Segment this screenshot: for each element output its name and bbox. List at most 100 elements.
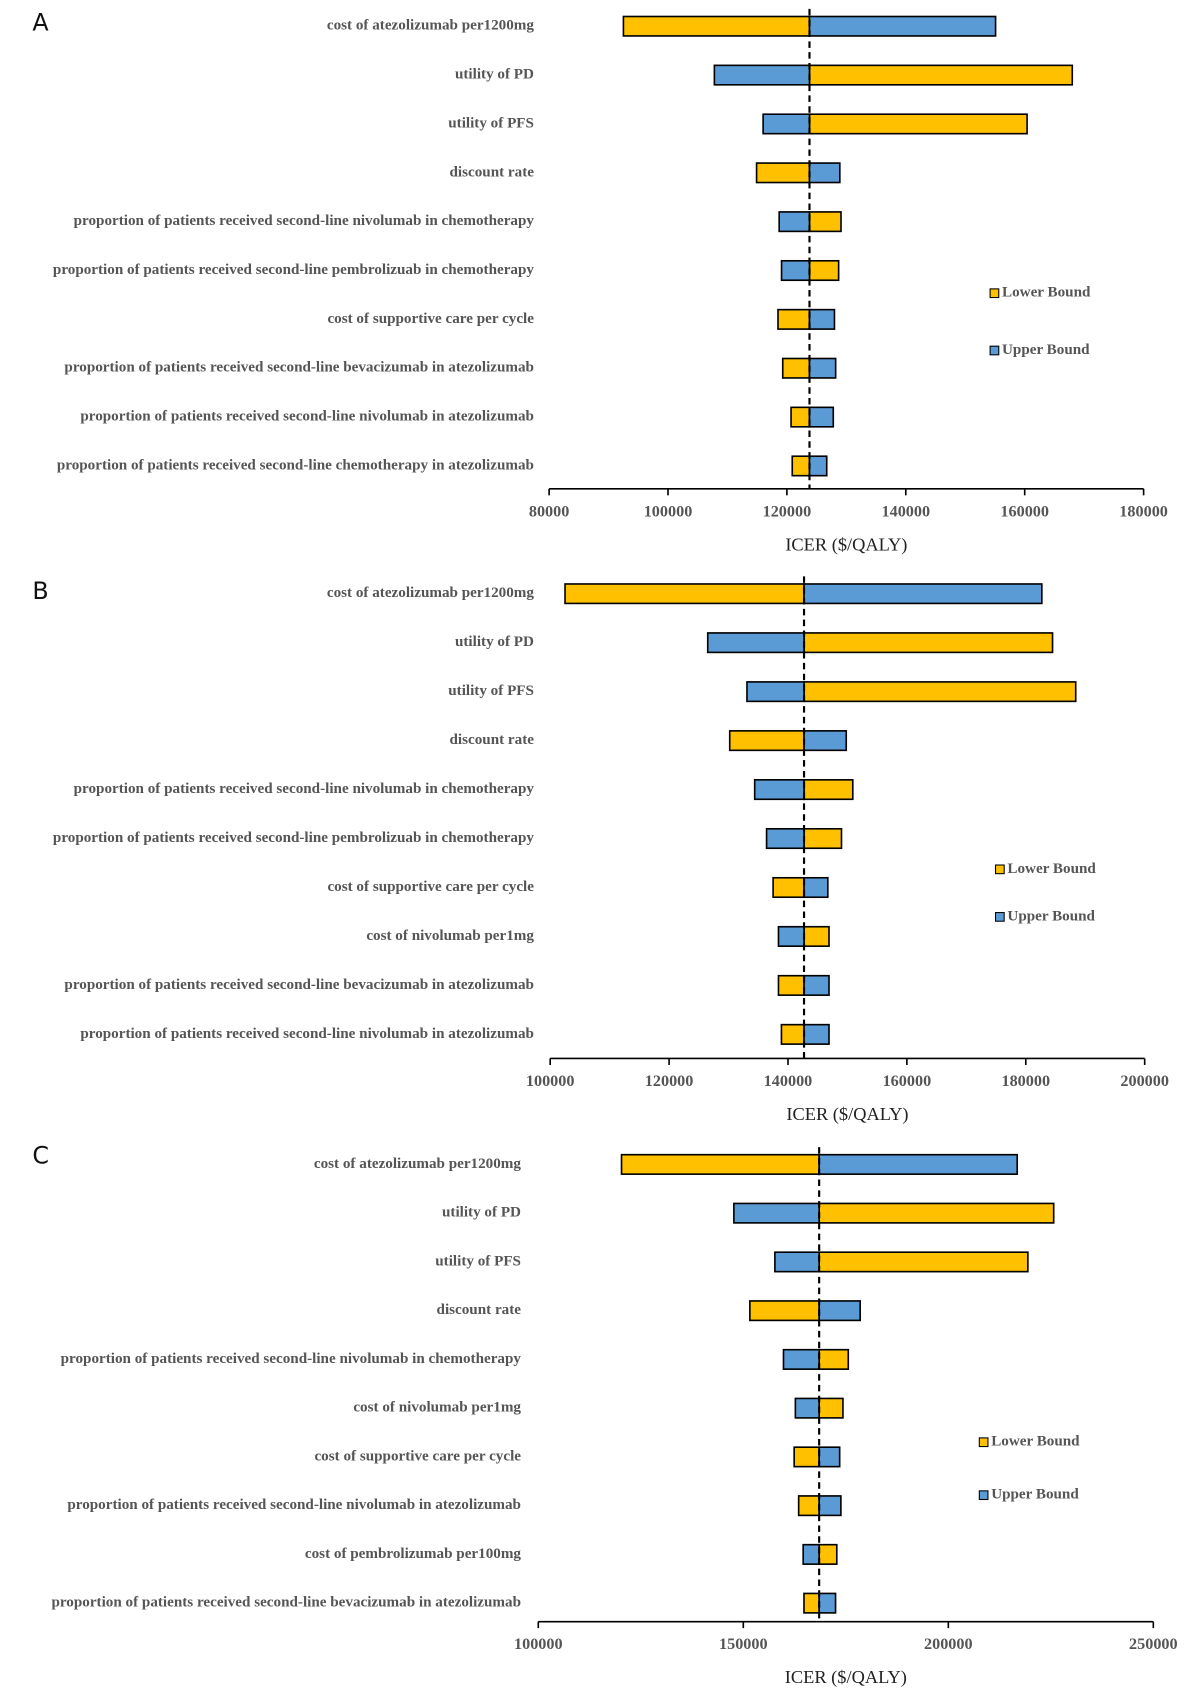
category-label: cost of supportive care per cycle xyxy=(314,1448,521,1464)
bar xyxy=(808,406,835,428)
bar xyxy=(818,1300,861,1322)
category-label: discount rate xyxy=(450,732,535,748)
category-label: cost of atezolizumab per1200mg xyxy=(327,585,535,601)
category-label: proportion of patients received second-l… xyxy=(64,977,534,993)
x-tick-label: 80000 xyxy=(529,502,570,520)
category-label: cost of atezolizumab per1200mg xyxy=(314,1156,522,1172)
legend-label: Upper Bound xyxy=(991,1487,1079,1503)
category-label: proportion of patients received second-l… xyxy=(80,409,534,425)
bar xyxy=(622,15,811,37)
bar xyxy=(818,1592,837,1614)
x-tick-label: 160000 xyxy=(1000,502,1049,520)
bar xyxy=(808,211,842,233)
category-label: cost of pembrolizumab per100mg xyxy=(305,1546,522,1562)
category-label: discount rate xyxy=(450,164,535,180)
legend-label: Lower Bound xyxy=(1007,861,1096,877)
bar xyxy=(818,1397,844,1419)
bar xyxy=(802,1543,820,1565)
x-tick-label: 180000 xyxy=(1119,502,1168,520)
bar xyxy=(749,1300,820,1322)
bar xyxy=(818,1153,1019,1175)
legend-swatch xyxy=(994,864,1005,875)
legend-label: Lower Bound xyxy=(991,1434,1080,1450)
category-label: discount rate xyxy=(437,1302,522,1318)
bar xyxy=(803,779,854,801)
bar xyxy=(808,455,828,477)
category-label: proportion of patients received second-l… xyxy=(53,262,534,278)
x-tick-label: 140000 xyxy=(764,1072,813,1090)
category-label: utility of PFS xyxy=(435,1253,521,1269)
bar xyxy=(780,1023,805,1045)
category-label: utility of PFS xyxy=(448,115,534,131)
bar xyxy=(808,64,1074,86)
x-tick-label: 100000 xyxy=(644,502,693,520)
bar xyxy=(808,357,837,379)
bar xyxy=(794,1397,820,1419)
bar xyxy=(733,1202,820,1224)
bar xyxy=(803,583,1043,605)
bar xyxy=(781,357,811,379)
panel-label: C xyxy=(32,1141,49,1169)
bar xyxy=(746,681,805,703)
bar xyxy=(808,162,841,184)
bar xyxy=(797,1495,820,1517)
bar xyxy=(564,583,805,605)
x-tick-label: 120000 xyxy=(763,502,812,520)
bar xyxy=(808,259,840,282)
category-label: utility of PD xyxy=(455,634,534,650)
bar xyxy=(808,308,836,330)
x-tick-label: 160000 xyxy=(883,1072,932,1090)
bar xyxy=(713,64,811,86)
bar xyxy=(803,1023,830,1045)
panel-label: A xyxy=(32,9,49,37)
category-label: proportion of patients received second-l… xyxy=(64,360,534,376)
bar xyxy=(818,1495,842,1517)
x-tick-label: 150000 xyxy=(719,1635,768,1653)
legend-swatch xyxy=(989,345,1000,356)
x-tick-label: 200000 xyxy=(1120,1072,1169,1090)
bar xyxy=(808,15,997,37)
bar xyxy=(790,406,811,428)
category-label: utility of PFS xyxy=(448,683,534,699)
bar xyxy=(791,455,811,477)
category-label: proportion of patients received second-l… xyxy=(74,781,535,797)
category-label: proportion of patients received second-l… xyxy=(53,830,534,846)
legend-swatch xyxy=(994,912,1005,922)
category-label: cost of nivolumab per1mg xyxy=(366,928,534,944)
legend-swatch xyxy=(989,288,1000,299)
bar xyxy=(706,632,805,654)
bar xyxy=(803,681,1077,703)
bar xyxy=(620,1153,820,1175)
bar xyxy=(803,730,848,752)
bar xyxy=(803,974,830,996)
bar xyxy=(777,974,805,996)
legend-swatch xyxy=(978,1437,989,1448)
category-label: utility of PD xyxy=(442,1205,521,1221)
bar xyxy=(780,259,811,282)
bar xyxy=(818,1202,1055,1224)
category-label: cost of nivolumab per1mg xyxy=(353,1400,521,1416)
bar xyxy=(803,1592,820,1614)
x-axis-label: ICER ($/QALY) xyxy=(786,1104,908,1125)
bar xyxy=(818,1446,841,1468)
legend-label: Upper Bound xyxy=(1007,908,1095,924)
bar xyxy=(778,211,811,233)
x-tick-label: 120000 xyxy=(645,1072,694,1090)
bar xyxy=(808,113,1028,135)
bar xyxy=(803,632,1054,654)
bar xyxy=(818,1543,838,1565)
x-tick-label: 200000 xyxy=(924,1635,973,1653)
bar xyxy=(774,1251,820,1273)
x-axis-label: ICER ($/QALY) xyxy=(785,1667,907,1688)
x-tick-label: 250000 xyxy=(1129,1635,1178,1653)
bar xyxy=(765,827,805,850)
panel-label: B xyxy=(32,577,48,605)
bar xyxy=(793,1446,820,1468)
category-label: proportion of patients received second-l… xyxy=(61,1351,522,1367)
bar xyxy=(777,308,811,330)
bar xyxy=(782,1348,820,1370)
bar xyxy=(818,1251,1029,1273)
bar xyxy=(755,162,811,184)
category-label: proportion of patients received second-l… xyxy=(80,1026,534,1042)
